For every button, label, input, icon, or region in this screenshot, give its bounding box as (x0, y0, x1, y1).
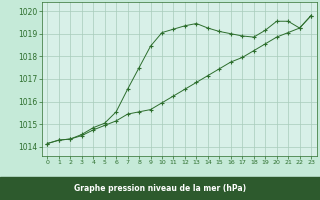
Text: Graphe pression niveau de la mer (hPa): Graphe pression niveau de la mer (hPa) (74, 184, 246, 193)
